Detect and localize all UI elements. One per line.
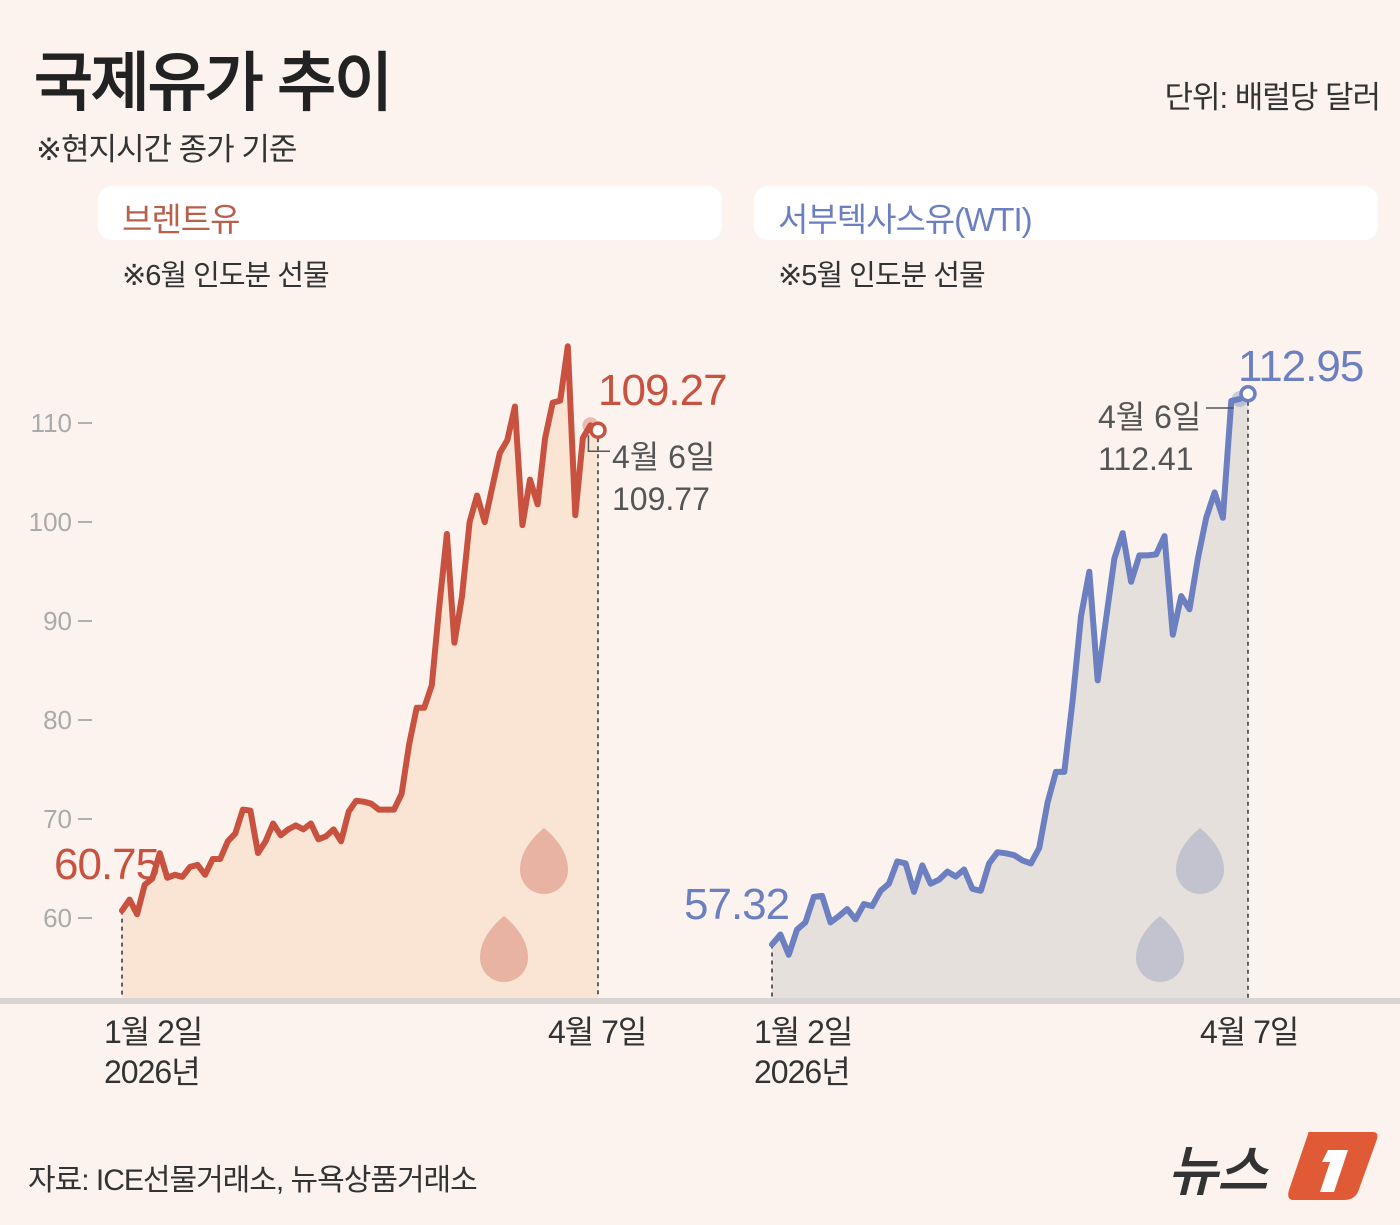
brent-x-start-year: 2026년 (104, 1054, 201, 1090)
wti-annotation-date: 4월 6일 (1098, 399, 1202, 435)
oil-drop-icon (1136, 916, 1184, 982)
wti-annotation: 4월 6일 112.41 (1098, 396, 1201, 480)
wti-x-start: 1월 2일 2026년 (754, 1012, 853, 1092)
brent-annotation-date: 4월 6일 (612, 439, 716, 475)
brent-annotation-leader (587, 435, 610, 453)
brent-x-start: 1월 2일 2026년 (104, 1012, 203, 1092)
brent-line (119, 343, 601, 918)
svg-text:뉴스: 뉴스 (1168, 1140, 1270, 1203)
brent-end-marker (589, 421, 607, 439)
y-tick-label: 110 (30, 408, 72, 438)
wti-x-start-date: 1월 2일 (754, 1014, 853, 1050)
wti-note: ※5월 인도분 선물 (778, 260, 986, 292)
wti-annotation-value: 112.41 (1098, 441, 1194, 477)
brent-header: 브렌트유 (98, 186, 722, 240)
wti-line (769, 390, 1251, 958)
brent-area (122, 346, 598, 1000)
brent-start-value: 60.75 (54, 840, 160, 889)
wti-x-end: 4월 7일 (1200, 1014, 1299, 1050)
oil-drop-icon (480, 916, 528, 982)
y-tick-label: 80 (43, 705, 72, 735)
y-tick-label: 70 (43, 804, 72, 834)
page-title: 국제유가 추이 (34, 47, 393, 119)
news1-logo: 뉴스 (1168, 1128, 1378, 1204)
brent-x-start-date: 1월 2일 (104, 1014, 203, 1050)
source-note: 자료: ICE선물거래소, 뉴욕상품거래소 (28, 1164, 478, 1197)
oil-drop-icon (1176, 828, 1224, 894)
brent-note: ※6월 인도분 선물 (122, 260, 330, 292)
brent-x-end: 4월 7일 (548, 1014, 647, 1050)
subtitle: ※현지시간 종가 기준 (36, 132, 297, 167)
unit-label: 단위: 배럴당 달러 (1164, 80, 1381, 115)
brent-title: 브렌트유 (122, 201, 240, 238)
oil-drop-icon (520, 828, 568, 894)
brent-end-value: 109.27 (598, 366, 728, 415)
logo-mark-icon: 뉴스 (1168, 1132, 1378, 1203)
y-tick-label: 90 (43, 606, 72, 636)
wti-end-value: 112.95 (1238, 342, 1364, 391)
wti-x-start-year: 2026년 (754, 1054, 851, 1090)
y-tick-label: 100 (28, 507, 72, 537)
wti-end-marker (1239, 385, 1257, 403)
wti-header: 서부텍사스유(WTI) (754, 186, 1378, 240)
wti-start-value: 57.32 (684, 880, 790, 929)
brent-annotation: 4월 6일 109.77 (612, 436, 715, 520)
wti-title: 서부텍사스유(WTI) (778, 201, 1033, 238)
brent-annotation-value: 109.77 (612, 481, 710, 517)
wti-area (772, 393, 1248, 1000)
x-axis-baseline (0, 998, 1400, 1004)
y-tick-label: 60 (43, 903, 72, 933)
